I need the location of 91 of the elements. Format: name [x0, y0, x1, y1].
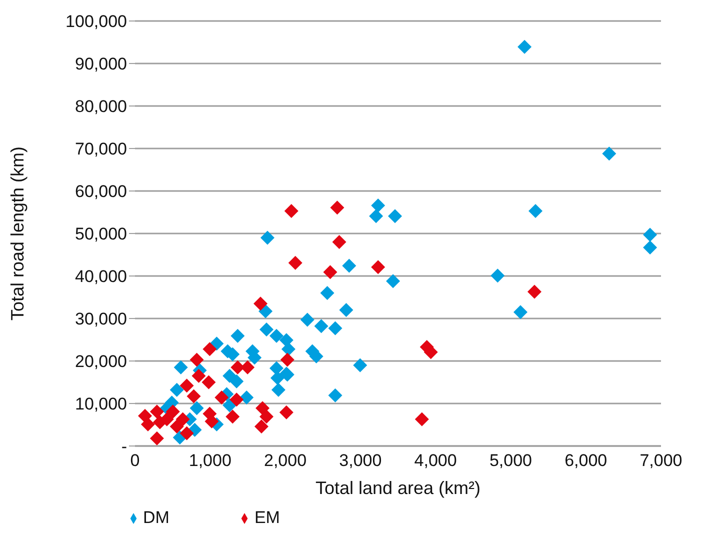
point — [202, 342, 217, 356]
point — [328, 321, 342, 336]
point — [269, 361, 284, 376]
point — [260, 410, 274, 424]
point — [258, 304, 273, 318]
point — [330, 200, 344, 215]
point — [190, 401, 204, 416]
point — [281, 342, 296, 356]
point — [150, 431, 164, 446]
point — [202, 375, 216, 390]
point — [240, 360, 255, 374]
point — [288, 256, 302, 270]
point — [513, 305, 528, 320]
point — [279, 405, 294, 420]
point — [414, 412, 429, 426]
point — [150, 404, 164, 419]
point — [371, 260, 386, 274]
y-tick-label: 90,000 — [75, 54, 127, 74]
point — [300, 312, 314, 327]
point — [254, 419, 268, 434]
y-tick-label: 60,000 — [75, 182, 127, 202]
x-tick-label: 3,000 — [339, 451, 382, 470]
y-tick-label: 70,000 — [75, 140, 127, 159]
point — [186, 389, 201, 404]
y-tick-label: 30,000 — [75, 310, 127, 329]
point — [226, 410, 240, 424]
x-tick-label: 1,000 — [188, 451, 232, 470]
point — [353, 358, 368, 372]
x-axis-title: Total land area (km²) — [315, 478, 481, 498]
point — [328, 388, 342, 402]
y-tick-label: - — [121, 437, 127, 456]
point — [342, 258, 356, 273]
point — [230, 392, 244, 407]
point — [222, 398, 237, 412]
y-tick-label: 50,000 — [75, 224, 127, 244]
point — [369, 209, 384, 224]
point — [270, 371, 284, 385]
point — [166, 404, 180, 419]
point — [527, 284, 542, 299]
y-tick-label: 20,000 — [75, 352, 127, 372]
y-axis-title: Total road length (km) — [7, 146, 28, 321]
point — [230, 374, 244, 388]
x-tick-label: 2,000 — [264, 451, 307, 470]
point — [528, 204, 543, 218]
point — [280, 352, 294, 367]
point — [314, 319, 328, 334]
point — [388, 209, 402, 224]
x-tick-label: 5,000 — [489, 451, 532, 470]
point — [602, 146, 616, 161]
point — [230, 360, 245, 374]
point — [323, 265, 338, 280]
point — [386, 274, 400, 288]
point — [518, 40, 532, 54]
point — [260, 230, 274, 245]
point — [260, 322, 274, 337]
point — [170, 419, 184, 434]
point — [170, 382, 184, 397]
point — [269, 328, 284, 343]
x-tick-label: 0 — [130, 451, 140, 470]
point — [140, 417, 155, 432]
point — [214, 390, 229, 405]
x-tick-label: 6,000 — [564, 451, 608, 470]
y-tick-label: 80,000 — [75, 97, 127, 116]
point — [371, 198, 386, 212]
point — [284, 204, 298, 218]
point — [256, 401, 270, 416]
point — [643, 240, 658, 255]
point — [174, 360, 188, 374]
point — [320, 286, 334, 300]
point — [271, 382, 286, 397]
y-tick-label: 10,000 — [75, 394, 127, 414]
point — [180, 426, 194, 440]
x-tick-label: 7,000 — [640, 451, 682, 470]
point — [490, 268, 505, 283]
x-tick-label: 4,000 — [414, 451, 457, 470]
y-tick-label: 40,000 — [75, 267, 127, 286]
point — [230, 328, 245, 343]
point — [180, 378, 194, 393]
point — [176, 412, 190, 426]
point — [222, 368, 237, 383]
point — [253, 296, 268, 311]
point — [192, 368, 206, 383]
point — [240, 390, 254, 405]
legend-label: EM — [254, 508, 280, 527]
point — [643, 228, 658, 242]
legend-label: DM — [143, 508, 170, 527]
point — [190, 352, 204, 367]
point — [160, 412, 174, 426]
y-tick-label: 100,000 — [66, 12, 127, 32]
point — [332, 235, 346, 249]
point — [339, 303, 354, 317]
